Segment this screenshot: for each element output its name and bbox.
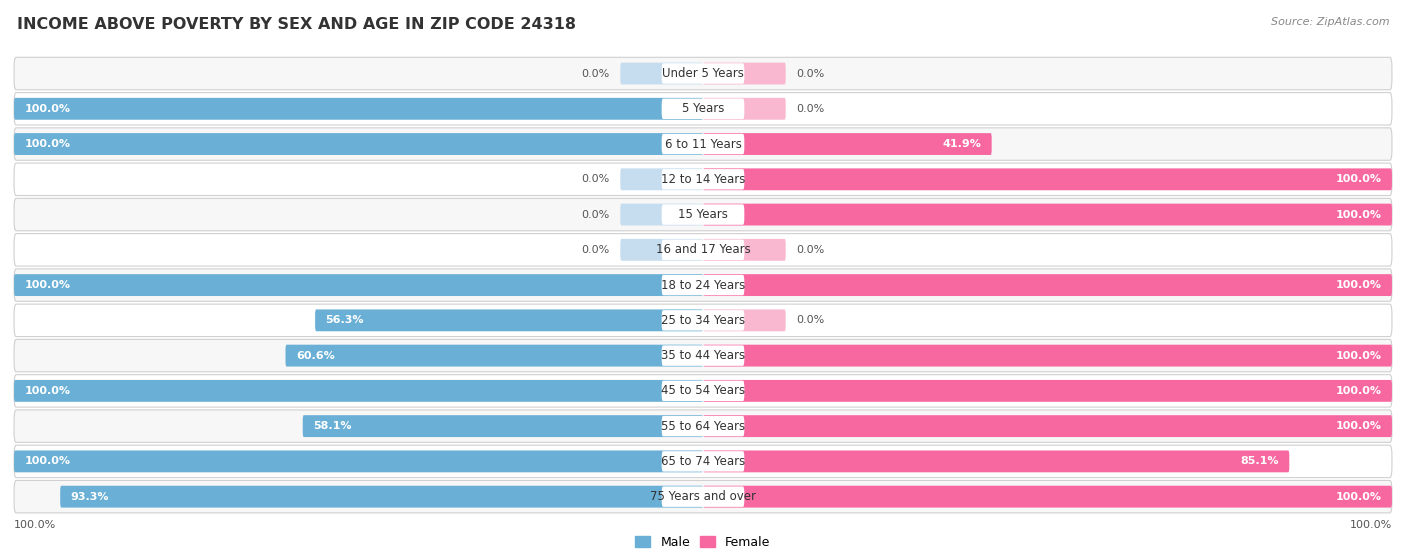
Text: 100.0%: 100.0% [14,519,56,529]
FancyBboxPatch shape [14,339,1392,372]
FancyBboxPatch shape [703,168,1392,190]
Text: 100.0%: 100.0% [1336,421,1382,431]
Text: 100.0%: 100.0% [24,104,70,114]
FancyBboxPatch shape [60,486,703,508]
Text: 0.0%: 0.0% [582,245,610,255]
Text: 0.0%: 0.0% [796,104,824,114]
Text: 100.0%: 100.0% [1336,210,1382,220]
Text: 0.0%: 0.0% [582,174,610,184]
Text: 5 Years: 5 Years [682,102,724,115]
Text: 25 to 34 Years: 25 to 34 Years [661,314,745,327]
FancyBboxPatch shape [14,274,703,296]
FancyBboxPatch shape [662,134,744,154]
FancyBboxPatch shape [703,380,1392,402]
Text: 100.0%: 100.0% [1336,386,1382,396]
FancyBboxPatch shape [14,445,1392,477]
FancyBboxPatch shape [620,63,703,84]
Legend: Male, Female: Male, Female [630,531,776,554]
Text: Under 5 Years: Under 5 Years [662,67,744,80]
Text: 35 to 44 Years: 35 to 44 Years [661,349,745,362]
FancyBboxPatch shape [703,98,786,120]
Text: 56.3%: 56.3% [325,315,364,325]
Text: 0.0%: 0.0% [582,69,610,78]
FancyBboxPatch shape [14,234,1392,266]
Text: 75 Years and over: 75 Years and over [650,490,756,503]
Text: 0.0%: 0.0% [796,69,824,78]
Text: 100.0%: 100.0% [1336,492,1382,501]
FancyBboxPatch shape [662,98,744,119]
Text: 100.0%: 100.0% [24,386,70,396]
Text: 55 to 64 Years: 55 to 64 Years [661,420,745,433]
FancyBboxPatch shape [285,345,703,367]
Text: 100.0%: 100.0% [1336,280,1382,290]
FancyBboxPatch shape [620,203,703,225]
FancyBboxPatch shape [662,205,744,225]
FancyBboxPatch shape [662,451,744,472]
Text: 85.1%: 85.1% [1240,456,1279,466]
FancyBboxPatch shape [703,63,786,84]
Text: 0.0%: 0.0% [582,210,610,220]
Text: 65 to 74 Years: 65 to 74 Years [661,455,745,468]
FancyBboxPatch shape [14,98,703,120]
FancyBboxPatch shape [662,416,744,437]
FancyBboxPatch shape [662,381,744,401]
FancyBboxPatch shape [662,240,744,260]
FancyBboxPatch shape [14,380,703,402]
Text: 100.0%: 100.0% [24,280,70,290]
FancyBboxPatch shape [14,198,1392,231]
FancyBboxPatch shape [14,93,1392,125]
Text: 15 Years: 15 Years [678,208,728,221]
FancyBboxPatch shape [703,274,1392,296]
FancyBboxPatch shape [14,58,1392,90]
FancyBboxPatch shape [14,480,1392,513]
FancyBboxPatch shape [14,128,1392,160]
Text: 60.6%: 60.6% [295,350,335,361]
FancyBboxPatch shape [14,133,703,155]
Text: 16 and 17 Years: 16 and 17 Years [655,243,751,257]
FancyBboxPatch shape [662,310,744,330]
FancyBboxPatch shape [662,63,744,84]
FancyBboxPatch shape [14,410,1392,442]
FancyBboxPatch shape [703,239,786,260]
FancyBboxPatch shape [662,169,744,190]
Text: 100.0%: 100.0% [1336,174,1382,184]
Text: 0.0%: 0.0% [796,315,824,325]
FancyBboxPatch shape [703,133,991,155]
Text: 41.9%: 41.9% [942,139,981,149]
FancyBboxPatch shape [662,345,744,366]
FancyBboxPatch shape [703,415,1392,437]
FancyBboxPatch shape [703,486,1392,508]
FancyBboxPatch shape [703,310,786,331]
Text: 0.0%: 0.0% [796,245,824,255]
Text: 6 to 11 Years: 6 to 11 Years [665,138,741,150]
FancyBboxPatch shape [703,451,1289,472]
Text: 18 to 24 Years: 18 to 24 Years [661,278,745,292]
FancyBboxPatch shape [302,415,703,437]
FancyBboxPatch shape [14,163,1392,196]
FancyBboxPatch shape [620,168,703,190]
FancyBboxPatch shape [620,239,703,260]
Text: 45 to 54 Years: 45 to 54 Years [661,385,745,397]
Text: 58.1%: 58.1% [314,421,352,431]
FancyBboxPatch shape [14,304,1392,337]
FancyBboxPatch shape [703,345,1392,367]
FancyBboxPatch shape [14,451,703,472]
FancyBboxPatch shape [662,275,744,295]
FancyBboxPatch shape [14,269,1392,301]
Text: INCOME ABOVE POVERTY BY SEX AND AGE IN ZIP CODE 24318: INCOME ABOVE POVERTY BY SEX AND AGE IN Z… [17,17,576,32]
FancyBboxPatch shape [315,310,703,331]
Text: 93.3%: 93.3% [70,492,110,501]
FancyBboxPatch shape [662,486,744,507]
Text: 100.0%: 100.0% [24,456,70,466]
Text: 12 to 14 Years: 12 to 14 Years [661,173,745,186]
FancyBboxPatch shape [14,375,1392,407]
Text: 100.0%: 100.0% [1350,519,1392,529]
Text: 100.0%: 100.0% [1336,350,1382,361]
Text: 100.0%: 100.0% [24,139,70,149]
Text: Source: ZipAtlas.com: Source: ZipAtlas.com [1271,17,1389,27]
FancyBboxPatch shape [703,203,1392,225]
